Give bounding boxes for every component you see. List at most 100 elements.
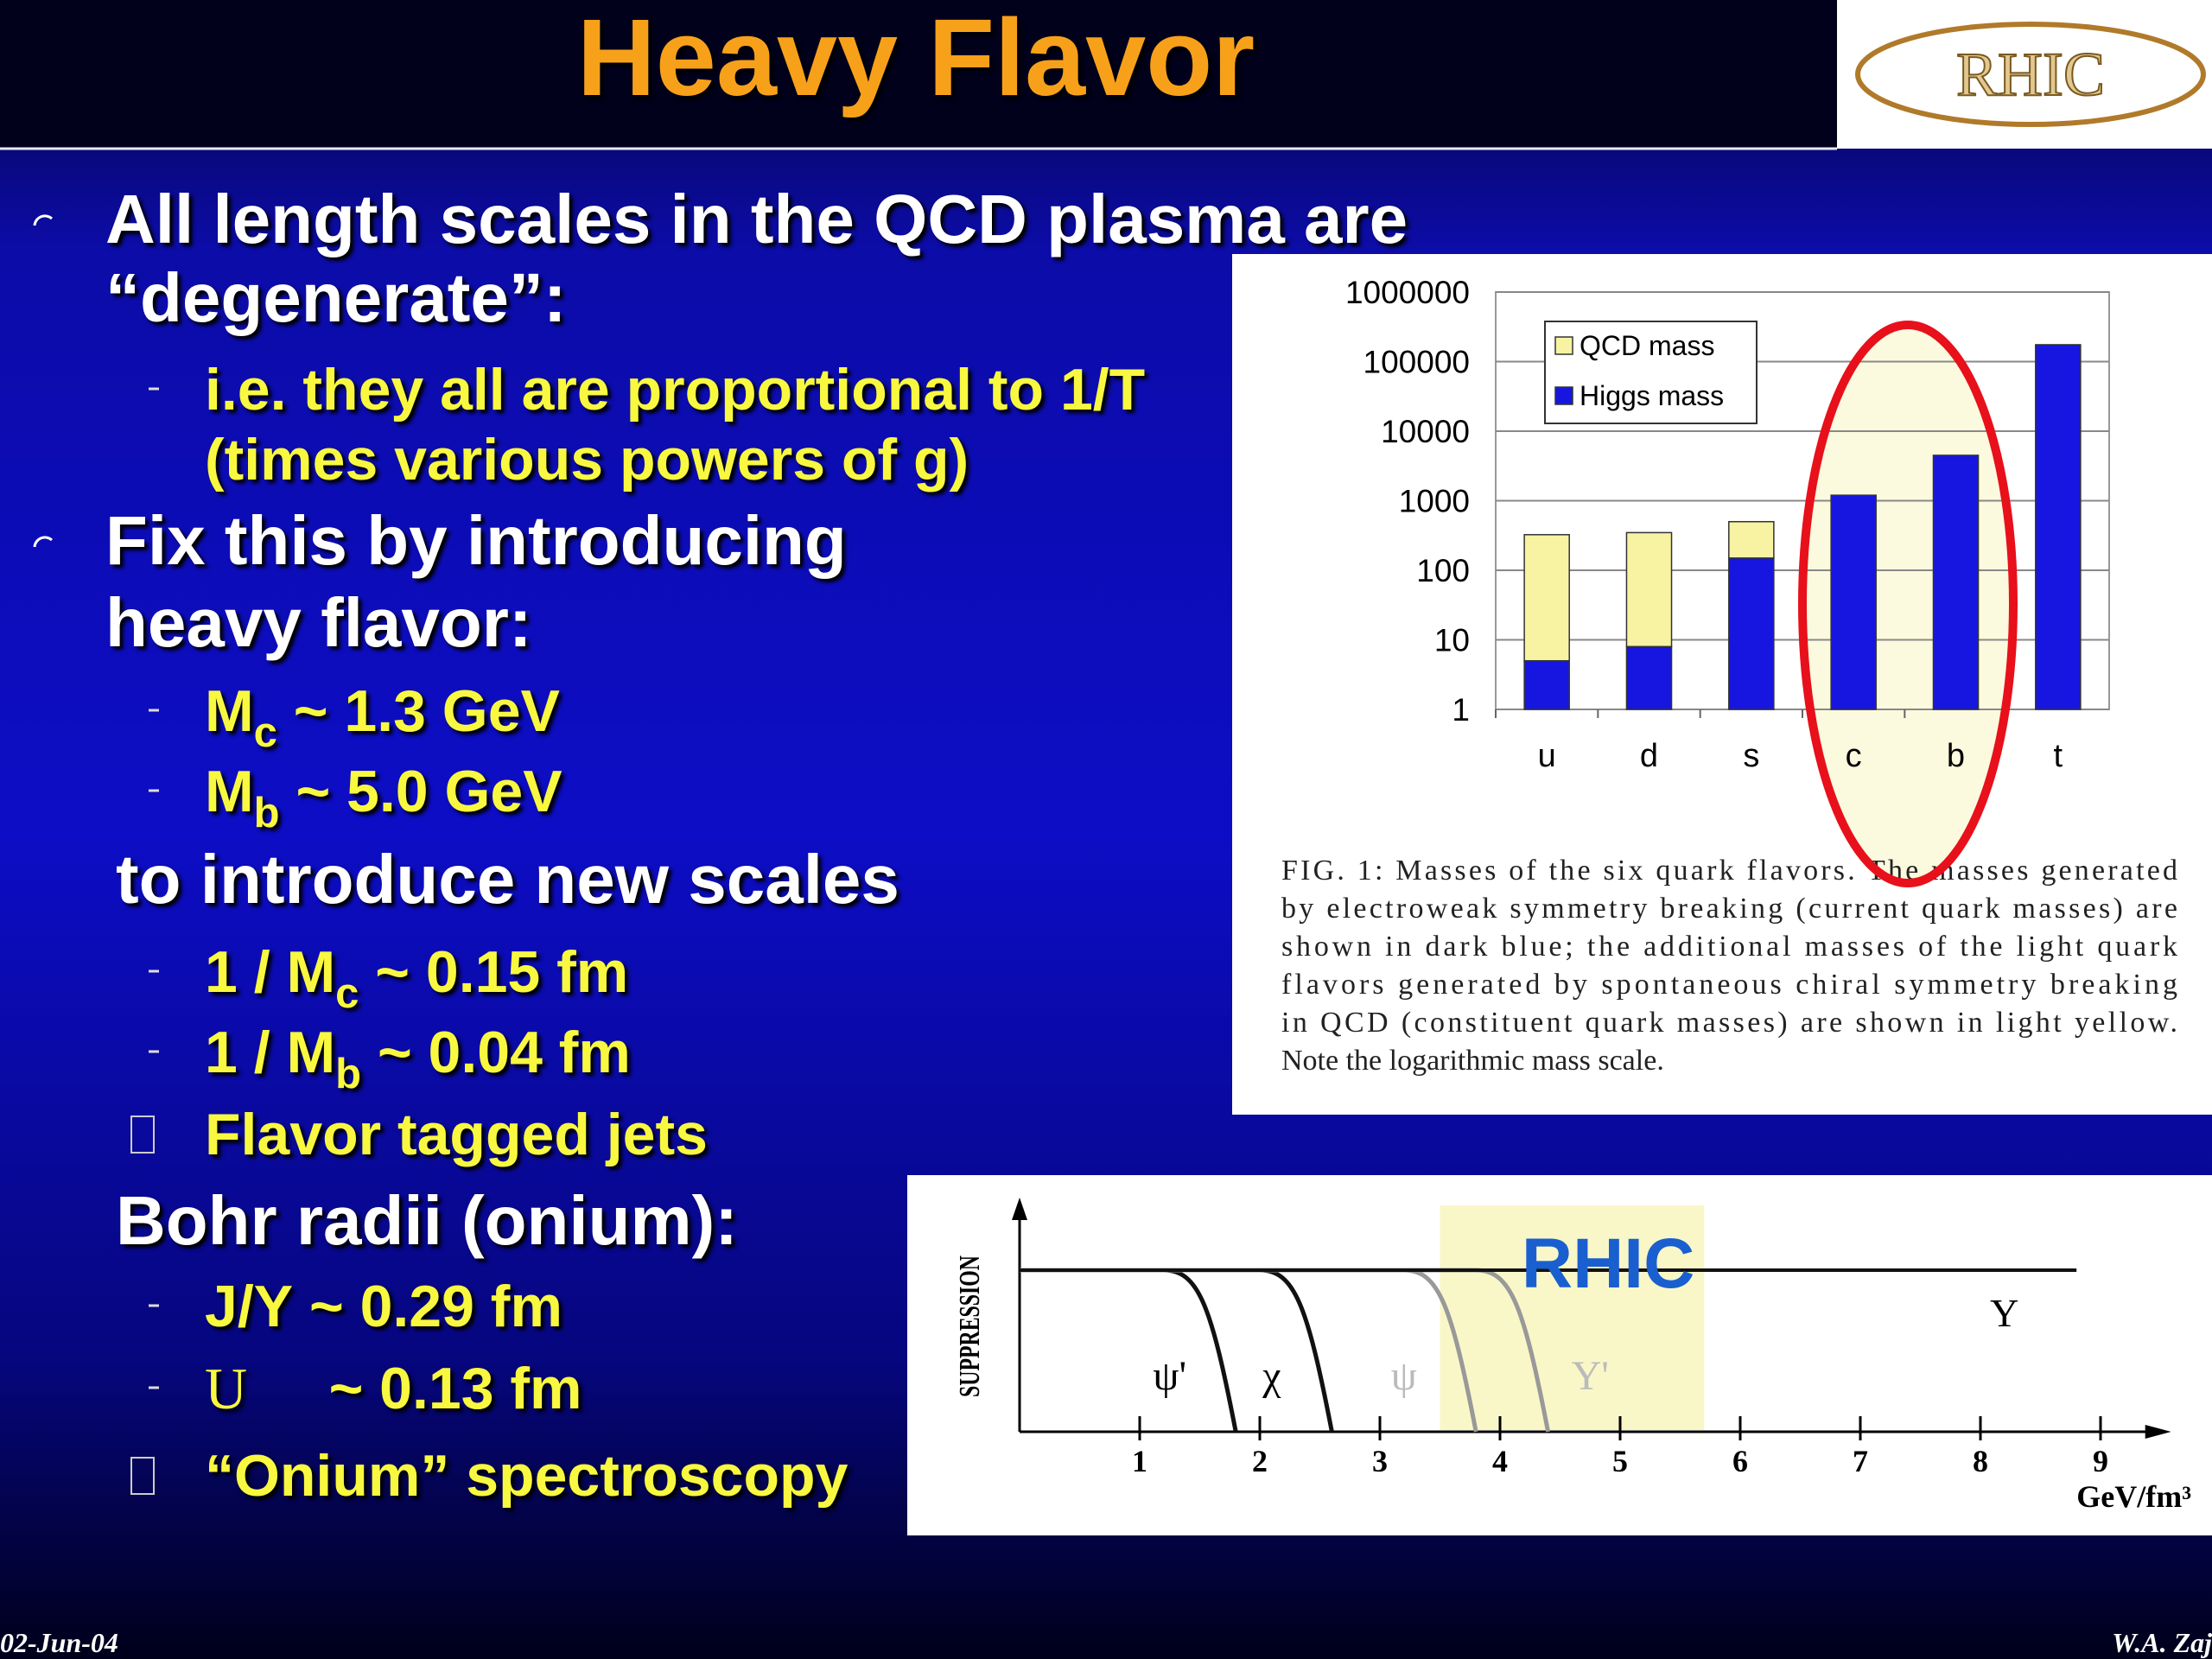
bullet-marker — [130, 1116, 155, 1154]
bar — [1830, 494, 1877, 710]
bullet-marker — [130, 1457, 155, 1495]
footer-author: W.A. Zaj — [2112, 1627, 2212, 1658]
x-tick-label: 6 — [1732, 1444, 1748, 1478]
bar — [1523, 534, 1570, 662]
bullet-text: Mb ~ 5.0 GeV — [205, 759, 563, 836]
bullet-text: to introduce new scales — [116, 841, 899, 918]
x-tick-label: 8 — [1973, 1444, 1988, 1478]
bullet-marker — [33, 536, 54, 548]
x-tick-label: b — [1947, 738, 1965, 774]
text-run: M — [205, 759, 254, 824]
text-run: Bohr radii (onium): — [116, 1182, 738, 1259]
text-run: “degenerate”: — [105, 259, 566, 336]
y-tick-label: 10000 — [1381, 414, 1470, 449]
bullet-text: i.e. they all are proportional to 1/T — [205, 357, 1145, 423]
text-run: ~ 0.15 fm — [359, 939, 628, 1005]
bullet-text: (times various powers of g) — [205, 427, 969, 493]
legend-swatch — [1554, 336, 1573, 355]
bar — [1728, 557, 1775, 710]
y-axis-arrow — [1012, 1198, 1027, 1220]
text-run: 1 / M — [205, 1020, 335, 1085]
subscript: b — [254, 790, 280, 836]
text-run: heavy flavor: — [105, 584, 532, 661]
text-run: ~ 0.04 fm — [361, 1020, 631, 1085]
x-tick-label: 7 — [1853, 1444, 1868, 1478]
x-tick-label: u — [1538, 738, 1556, 774]
x-tick-label: s — [1743, 738, 1759, 774]
bullet-text: 1 / Mb ~ 0.04 fm — [205, 1020, 631, 1097]
curve-label: Υ' — [1572, 1353, 1609, 1399]
y-tick-label: 10 — [1434, 623, 1470, 658]
y-tick-label: 1000000 — [1345, 275, 1470, 310]
bullet-text: J/Υ ~ 0.29 fm — [205, 1274, 563, 1339]
y-tick-label: 1 — [1452, 692, 1470, 728]
legend-label: Higgs mass — [1580, 380, 1724, 411]
highlight-ring — [1798, 321, 2018, 887]
footer-date: 02-Jun-04 — [0, 1627, 118, 1658]
text-run: i.e. they all are proportional to 1/T — [205, 357, 1145, 423]
highlight-band — [1440, 1205, 1705, 1430]
x-tick-label: 2 — [1252, 1444, 1268, 1478]
figure-caption: in QCD (constituent quark masses) are sh… — [1281, 1007, 2177, 1039]
text-run: to introduce new scales — [116, 841, 899, 918]
text-run: U — [205, 1356, 247, 1421]
figure-caption: shown in dark blue; the additional masse… — [1281, 931, 2177, 963]
text-run: All length scales in the QCD plasma are — [105, 181, 1408, 257]
figure-caption: by electroweak symmetry breaking (curren… — [1281, 893, 2177, 925]
x-tick-label: 9 — [2093, 1444, 2108, 1478]
bar — [1625, 645, 1673, 710]
bullet-text: heavy flavor: — [105, 584, 532, 661]
curve-label: χ — [1262, 1353, 1281, 1399]
x-tick-label: c — [1846, 738, 1862, 774]
bullet-text: All length scales in the QCD plasma are — [105, 181, 1408, 257]
legend-box — [1544, 321, 1758, 424]
text-run: (times various powers of g) — [205, 427, 969, 493]
figure-caption: Note the logarithmic mass scale. — [1281, 1045, 1664, 1077]
x-tick-label: 3 — [1372, 1444, 1388, 1478]
subscript: c — [335, 970, 359, 1017]
text-run: ~ 1.3 GeV — [277, 678, 560, 744]
curve-label: Υ — [1990, 1291, 2018, 1335]
x-axis-label: GeV/fm³ — [2076, 1479, 2191, 1514]
bullet-text: Mc ~ 1.3 GeV — [205, 678, 560, 756]
y-tick-label: 100000 — [1363, 345, 1470, 380]
bullet-text: “Onium” spectroscopy — [205, 1443, 849, 1509]
legend-label: QCD mass — [1580, 330, 1714, 361]
text-run: Fix this by introducing — [105, 502, 847, 579]
slide-title: Heavy Flavor — [577, 0, 1255, 118]
x-tick-label: 5 — [1612, 1444, 1628, 1478]
bullet-text: U ~ 0.13 fm — [205, 1356, 582, 1421]
bullet-text: Flavor tagged jets — [205, 1102, 708, 1167]
logo-ring — [1855, 22, 2206, 127]
bar — [1932, 454, 1980, 710]
x-tick-label: 4 — [1492, 1444, 1508, 1478]
subscript: c — [254, 709, 277, 756]
text-run: ~ 0.13 fm — [247, 1356, 582, 1421]
text-run: Flavor tagged jets — [205, 1102, 708, 1167]
bullet-text: 1 / Mc ~ 0.15 fm — [205, 939, 628, 1017]
curve-label: ψ' — [1153, 1353, 1186, 1399]
figure-caption: FIG. 1: Masses of the six quark flavors.… — [1281, 855, 2177, 887]
y-tick-label: 100 — [1416, 553, 1470, 588]
x-tick-label: t — [2054, 738, 2063, 774]
bar — [1728, 520, 1775, 559]
bar — [1625, 531, 1673, 648]
bullet-text: “degenerate”: — [105, 259, 566, 336]
bullet-text: Bohr radii (onium): — [116, 1182, 738, 1259]
subscript: b — [335, 1051, 361, 1097]
bullet-text: Fix this by introducing — [105, 502, 847, 579]
logo-text: RHIC — [1956, 40, 2105, 109]
text-run: “Onium” spectroscopy — [205, 1443, 849, 1509]
x-tick-label: d — [1640, 738, 1658, 774]
bullet-marker — [33, 214, 54, 226]
bullet-list: All length scales in the QCD plasma are“… — [33, 181, 1408, 1509]
text-run: ~ 5.0 GeV — [280, 759, 563, 824]
bar — [2035, 344, 2082, 710]
annotation: RHIC — [1522, 1224, 1694, 1303]
text-run: 1 / M — [205, 939, 335, 1005]
curve-label: ψ — [1391, 1353, 1417, 1399]
legend-swatch — [1554, 386, 1573, 405]
x-tick-label: 1 — [1132, 1444, 1147, 1478]
x-axis-arrow — [2145, 1425, 2171, 1439]
